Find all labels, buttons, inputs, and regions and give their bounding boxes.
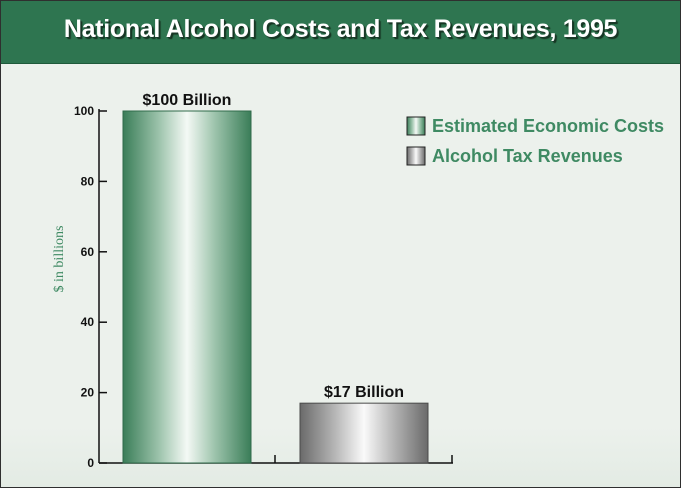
- bar-tax-revenues: [299, 402, 429, 464]
- legend-swatch: [406, 146, 426, 166]
- y-axis-label: $ in billions: [52, 226, 67, 293]
- y-tick-label: 60: [81, 245, 95, 259]
- chart-title: National Alcohol Costs and Tax Revenues,…: [63, 15, 618, 43]
- data-labels: $100 Billion $17 Billion: [143, 92, 404, 401]
- legend-swatch: [406, 116, 426, 136]
- legend: Estimated Economic Costs Alcohol Tax Reve…: [406, 116, 664, 166]
- bar-economic-costs: [122, 110, 252, 464]
- chart-header: National Alcohol Costs and Tax Revenues,…: [1, 1, 680, 64]
- y-tick-label: 100: [74, 104, 94, 118]
- y-tick-label: 0: [87, 456, 94, 470]
- y-tick-label: 40: [81, 315, 95, 329]
- bar-value-label: $100 Billion: [143, 92, 232, 109]
- y-axis-ticks: 0 20 40 60 80 100: [74, 104, 107, 470]
- bar-value-label: $17 Billion: [324, 384, 404, 401]
- legend-entry: Estimated Economic Costs: [432, 116, 664, 136]
- y-tick-label: 80: [81, 174, 95, 188]
- bars: [122, 110, 429, 464]
- y-tick-label: 20: [81, 386, 95, 400]
- legend-entry: Alcohol Tax Revenues: [432, 146, 623, 166]
